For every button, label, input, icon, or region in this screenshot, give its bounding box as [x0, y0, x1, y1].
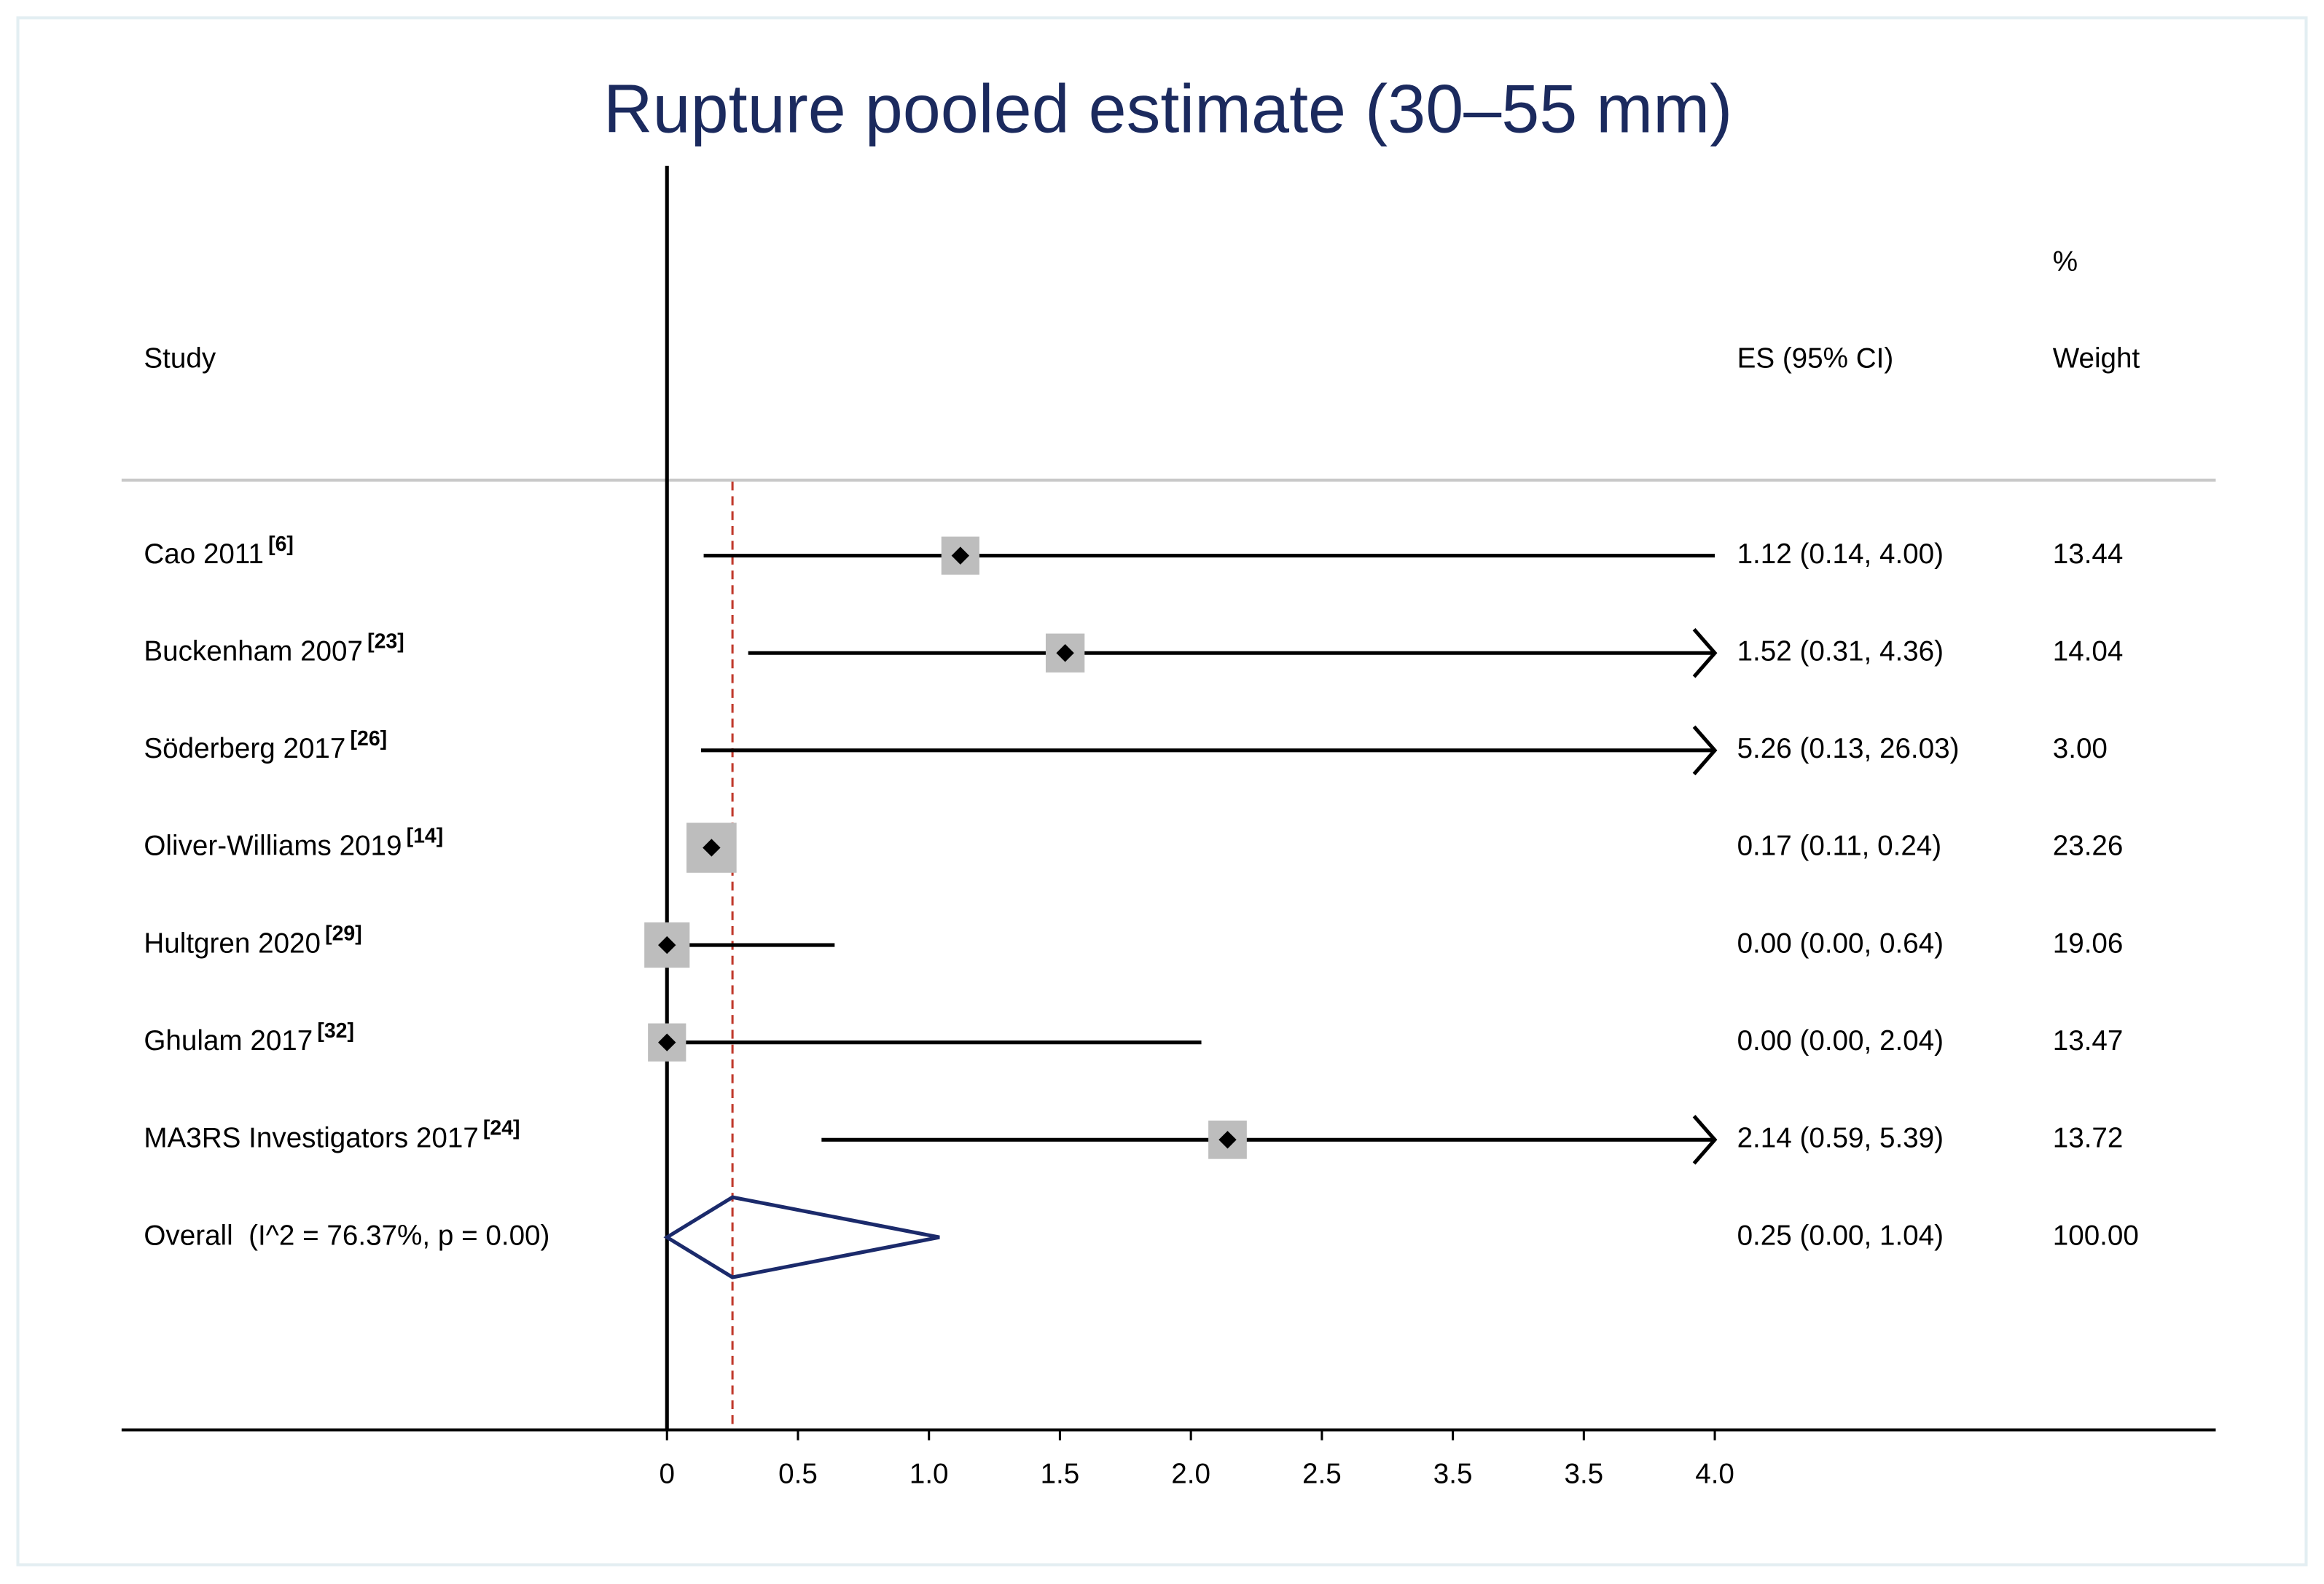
effect-label: 0.25 (0.00, 1.04): [1737, 1220, 1944, 1251]
x-tick-label: 1.5: [1041, 1459, 1080, 1490]
x-tick-label: 1.0: [909, 1459, 949, 1490]
pooled-diamond: [663, 1195, 940, 1279]
ci-arrow: [1692, 725, 1718, 776]
study-label: Hultgren 2020: [144, 928, 321, 959]
weight-label: 100.00: [2053, 1220, 2139, 1251]
effect-label: 0.17 (0.11, 0.24): [1737, 831, 1942, 862]
column-header: %: [2053, 246, 2078, 278]
ci-arrow: [1692, 1115, 1718, 1165]
effect-label: 0.00 (0.00, 2.04): [1737, 1025, 1944, 1056]
x-tick-label: 2.5: [1302, 1459, 1342, 1490]
x-tick-label: 0: [660, 1459, 675, 1490]
effect-label: 1.12 (0.14, 4.00): [1737, 538, 1944, 570]
study-label: Buckenham 2007: [144, 635, 363, 667]
effect-label: 5.26 (0.13, 26.03): [1737, 733, 1960, 764]
column-header: Weight: [2053, 342, 2140, 374]
study-reference: [14]: [407, 825, 444, 848]
study-reference: [26]: [351, 727, 388, 750]
weight-label: 14.04: [2053, 635, 2124, 667]
effect-marker: [658, 1033, 676, 1051]
study-reference: [29]: [325, 922, 362, 945]
x-tick-label: 4.0: [1695, 1459, 1734, 1490]
effect-label: 1.52 (0.31, 4.36): [1737, 635, 1944, 667]
weight-label: 23.26: [2053, 831, 2124, 862]
weight-label: 3.00: [2053, 733, 2108, 764]
study-reference: [32]: [317, 1019, 354, 1043]
effect-marker: [658, 936, 676, 954]
study-label: MA3RS Investigators 2017: [144, 1123, 478, 1154]
column-header: Study: [144, 342, 216, 374]
study-label: Ghulam 2017: [144, 1025, 313, 1056]
x-tick-label: 0.5: [778, 1459, 818, 1490]
study-reference: [6]: [268, 533, 294, 556]
column-header: ES (95% CI): [1737, 342, 1894, 374]
weight-label: 13.72: [2053, 1123, 2124, 1154]
study-reference: [23]: [367, 630, 404, 654]
ci-arrow: [1692, 628, 1718, 678]
effect-marker: [951, 546, 970, 565]
weight-label: 13.44: [2053, 538, 2124, 570]
study-reference: [24]: [483, 1117, 520, 1140]
x-tick-label: 3.5: [1433, 1459, 1473, 1490]
x-tick-label: 3.5: [1564, 1459, 1603, 1490]
overall-label: Overall (I^2 = 76.37%, p = 0.00): [144, 1220, 549, 1251]
study-label: Cao 2011: [144, 538, 264, 570]
x-tick-label: 2.0: [1171, 1459, 1210, 1490]
frame: [16, 16, 2308, 1567]
weight-label: 19.06: [2053, 928, 2124, 959]
chart-title: Rupture pooled estimate (30–55 mm): [603, 70, 1732, 146]
effect-label: 0.00 (0.00, 0.64): [1737, 928, 1944, 959]
study-label: Söderberg 2017: [144, 733, 345, 764]
effect-label: 2.14 (0.59, 5.39): [1737, 1123, 1944, 1154]
study-label: Oliver-Williams 2019: [144, 831, 402, 862]
effect-marker: [703, 839, 721, 857]
effect-marker: [1056, 644, 1074, 662]
weight-label: 13.47: [2053, 1025, 2124, 1056]
